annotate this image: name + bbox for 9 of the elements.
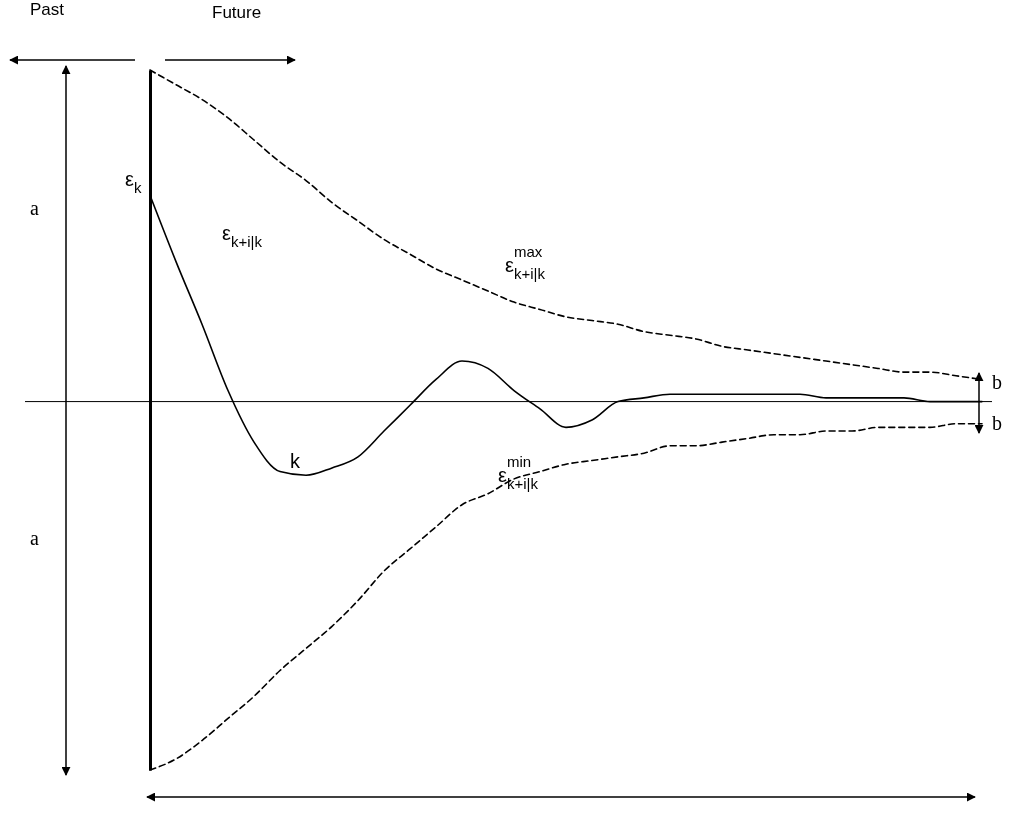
text: a: [30, 197, 39, 219]
annotation: k: [290, 450, 301, 472]
annotation: ε$_{k}$: [125, 168, 142, 196]
text: Past: [30, 0, 65, 19]
text: b: [992, 371, 1002, 393]
text: ε$_{k+i|k}$: [222, 222, 263, 250]
text: b: [992, 412, 1002, 434]
text: Future: [212, 3, 262, 22]
text: a: [30, 527, 39, 549]
